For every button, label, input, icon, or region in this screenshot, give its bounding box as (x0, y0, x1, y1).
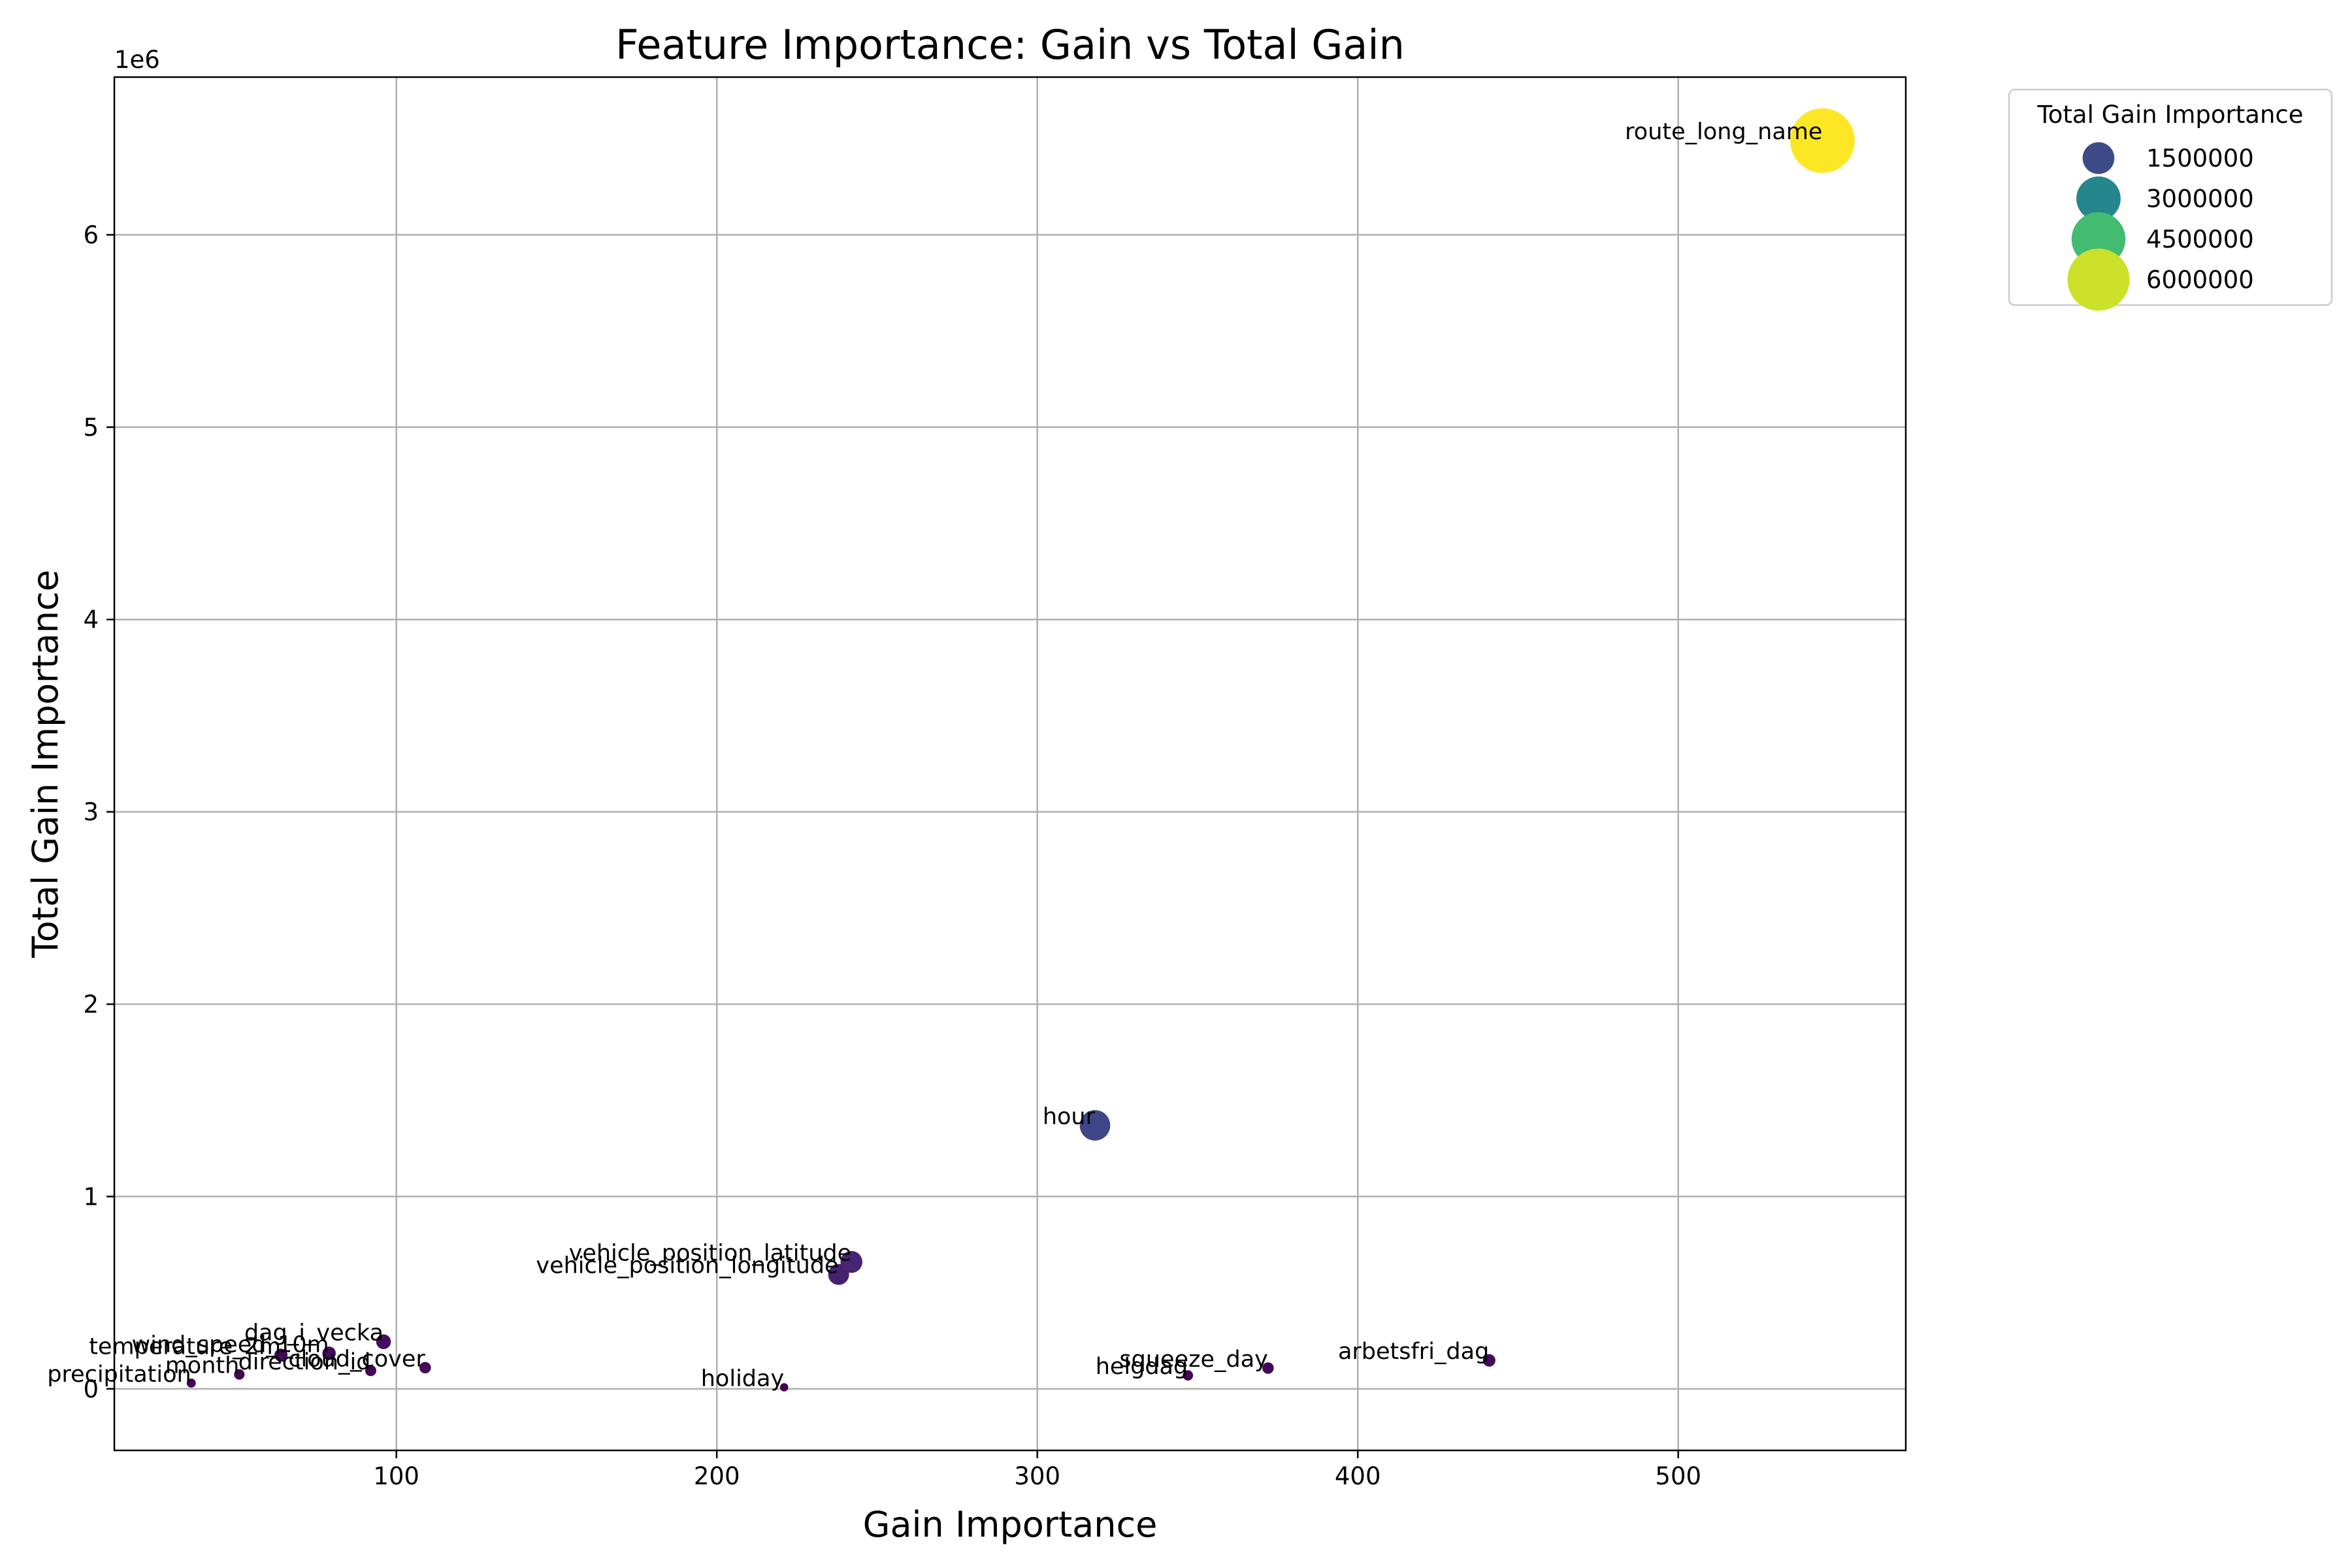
point-label-holiday: holiday (701, 1365, 784, 1392)
point-label-direction-id: direction_id (238, 1349, 371, 1375)
point-label-squeeze-day: squeeze_day (1119, 1347, 1267, 1373)
point-month (234, 1369, 245, 1380)
x-tick-label: 500 (1655, 1462, 1701, 1490)
y-tick-label: 0 (83, 1375, 99, 1403)
y-axis-label: Total Gain Importance (25, 570, 66, 958)
plot-frame (113, 76, 1907, 1452)
data-points (186, 108, 1855, 1392)
point-label-dag-i-vecka: dag_i_vecka (244, 1320, 384, 1347)
y-axis-offset-label: 1e6 (114, 46, 160, 74)
point-wind-speed-10m (322, 1347, 336, 1360)
legend-label: 1500000 (2146, 144, 2254, 172)
point-label-wind-speed-10m: wind_speed_10m (132, 1331, 329, 1358)
point-route-long-name (1790, 108, 1855, 173)
point-precipitation (186, 1379, 196, 1388)
x-tick-label: 200 (694, 1462, 740, 1490)
y-tick-label: 5 (83, 414, 99, 442)
point-holiday (779, 1383, 789, 1392)
point-hour (1079, 1110, 1111, 1141)
point-cloud-cover (419, 1362, 431, 1374)
point-arbetsfri-dag (1482, 1354, 1495, 1367)
x-tick-label: 400 (1335, 1462, 1381, 1490)
point-direction-id (365, 1365, 376, 1377)
x-tick-label: 100 (373, 1462, 419, 1490)
y-tick-label: 3 (83, 798, 99, 826)
y-axis-ticks: 0 1 2 3 4 5 6 (83, 221, 114, 1403)
grid-lines (114, 77, 1906, 1450)
legend-marker (2082, 142, 2115, 174)
point-helgdag (1183, 1370, 1194, 1381)
point-label-helgdag: helgdag (1096, 1354, 1188, 1380)
point-label-arbetsfri-dag: arbetsfri_dag (1338, 1339, 1489, 1365)
point-label-month: month (165, 1353, 240, 1379)
legend-marker (2076, 176, 2121, 221)
legend-label: 3000000 (2146, 185, 2254, 213)
legend-entries: 1500000 3000000 4500000 6000000 (2067, 142, 2254, 311)
point-squeeze-day (1262, 1362, 1274, 1374)
y-tick-label: 6 (83, 221, 99, 249)
point-label-temperature-2m: temperature_2m (89, 1333, 281, 1360)
legend-title: Total Gain Importance (2036, 101, 2303, 129)
y-tick-label: 4 (83, 606, 99, 634)
point-dag-i-vecka (376, 1334, 391, 1349)
point-label-hour: hour (1043, 1103, 1096, 1130)
legend-label: 4500000 (2146, 225, 2254, 253)
point-label-vehicle-position-longitude: vehicle_position_longitude (536, 1253, 838, 1279)
legend-marker (2067, 248, 2130, 311)
legend-label: 6000000 (2146, 266, 2254, 294)
chart-title: Feature Importance: Gain vs Total Gain (615, 21, 1405, 69)
legend: Total Gain Importance 1500000 3000000 4500… (2008, 88, 2333, 311)
y-tick-label: 2 (83, 990, 99, 1019)
point-label-cloud-cover: cloud_cover (288, 1346, 425, 1372)
point-vehicle-position-latitude (840, 1250, 862, 1273)
point-label-route-long-name: route_long_name (1625, 119, 1822, 145)
point-label-precipitation: precipitation (47, 1362, 191, 1388)
x-axis-ticks: 100 200 300 400 500 (373, 1450, 1701, 1490)
x-tick-label: 300 (1014, 1462, 1060, 1490)
y-tick-label: 1 (83, 1183, 99, 1211)
x-axis-label: Gain Importance (863, 1504, 1158, 1545)
point-temperature-2m (274, 1348, 288, 1362)
point-label-vehicle-position-latitude: vehicle_position_latitude (569, 1240, 852, 1266)
